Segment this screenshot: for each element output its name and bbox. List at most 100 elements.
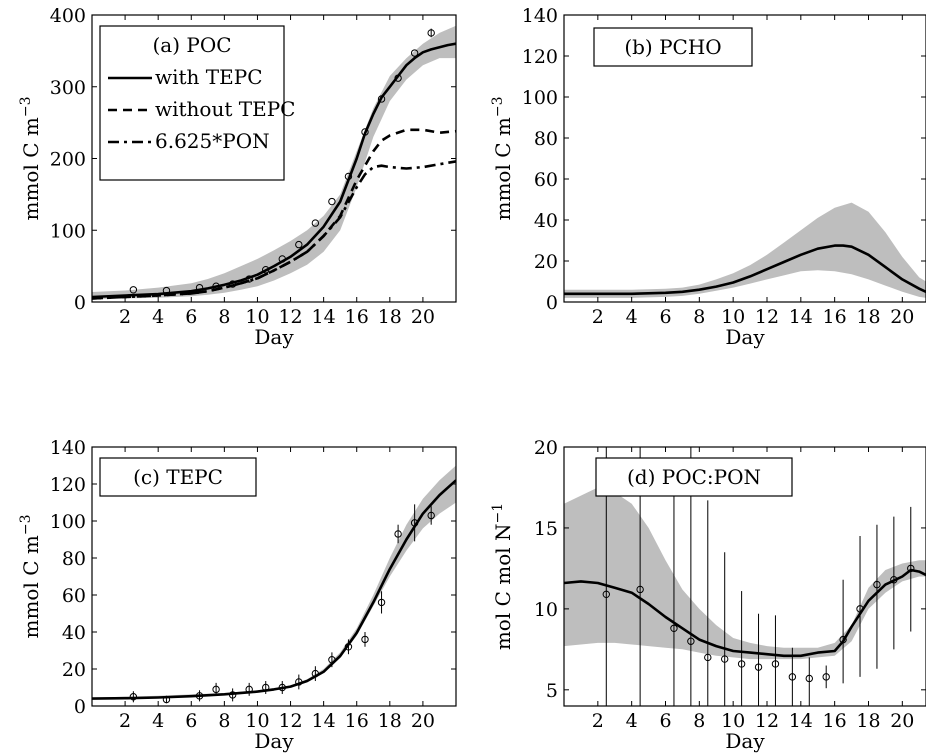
legend-title: (c) TEPC [133,465,223,489]
series-line-dashed [92,128,456,300]
panel-2: 2 4 6 8 10 12 14 16 18 20 0 20 40 60 80 100 120 140 Day mmo… [490,5,926,349]
x-tick-label: 10 [721,710,745,732]
x-tick-label: 12 [278,306,302,328]
x-tick-label: 20 [411,710,435,732]
y-axis-label-superscript: −3 [18,515,34,536]
observation-marker [788,673,797,681]
x-tick-label: 6 [185,710,197,732]
x-tick-label: 6 [659,306,671,328]
y-axis-label: mmol C m−3 [18,515,43,639]
series-line-solid [92,479,456,700]
uncertainty-band [564,202,926,298]
observation-marker [361,128,369,136]
x-axis-label: Day [254,729,294,753]
y-tick-label: 60 [62,585,86,607]
observation-marker [410,519,419,527]
series-line-solid [564,244,926,296]
observation-marker [212,282,220,290]
panel-3: 2 4 6 8 10 12 14 16 18 20 0 20 40 60 80 100 120 140 Day mmo… [18,437,457,753]
y-axis-label-text: mol C mol N [491,523,515,650]
x-tick-label: 6 [659,710,671,732]
observation-marker [162,695,171,704]
legend-box [593,27,753,67]
x-tick-label: 18 [856,710,880,732]
observation-marker [344,643,353,651]
x-tick-label: 8 [693,306,705,328]
x-tick-label: 10 [245,306,269,328]
observation-marker [228,280,237,288]
y-tick-label: 80 [62,548,86,570]
y-axis-label-text: mmol C m [19,117,43,220]
legend-title: (d) POC:PON [627,465,761,489]
x-tick-label: 2 [119,306,131,328]
observation-marker [873,580,881,589]
x-tick-label: 14 [789,710,813,732]
panel-4: 2 4 6 8 10 12 14 16 18 20 5 10 15 20 Day mol C mol N−1 (… [490,437,926,753]
x-tick-label: 8 [693,710,705,732]
observation-marker [394,530,402,538]
observation-marker [129,286,138,294]
observation-marker [262,266,270,274]
y-tick-label: 100 [522,87,558,109]
observation-marker [245,275,253,283]
y-tick-label: 100 [50,511,86,533]
x-tick-label: 8 [218,306,230,328]
observation-marker [890,576,898,584]
observation-marker [162,286,171,295]
observation-marker [228,691,237,699]
uncertainty-band [564,487,926,660]
x-tick-label: 2 [592,306,604,328]
y-axis-label-superscript: −3 [490,97,506,118]
axes-frame [563,446,926,707]
x-tick-label: 16 [823,710,847,732]
observation-marker [394,74,402,82]
y-tick-label: 200 [50,149,86,171]
observation-marker [839,635,847,644]
observation-marker [704,653,712,662]
x-axis-label: Day [725,325,765,349]
observation-marker [721,655,729,663]
observation-marker [907,564,915,573]
y-tick-label: 400 [50,5,86,27]
x-axis-label: Day [254,325,294,349]
observation-marker [295,240,303,249]
x-tick-label: 12 [755,306,779,328]
x-tick-label: 18 [856,306,880,328]
observation-marker [195,283,204,292]
observation-marker [805,674,813,683]
y-tick-label: 0 [74,696,86,718]
plot-area [564,487,926,660]
legend-title: (b) PCHO [624,35,721,59]
x-tick-label: 2 [592,710,604,732]
y-axis-label: mmol C m−3 [490,97,515,221]
observation-marker [361,635,369,644]
plot-area [92,465,456,700]
observation-marker [129,693,138,701]
observation-marker [771,660,780,668]
x-tick-label: 16 [823,306,847,328]
x-tick-label: 16 [345,306,369,328]
y-tick-label: 80 [534,128,558,150]
observation-marker [410,49,419,57]
y-tick-label: 0 [546,292,558,314]
axes-frame [563,14,926,303]
x-tick-label: 14 [312,710,336,732]
axes-frame [91,446,457,707]
y-axis-label-superscript: −1 [490,503,506,524]
observation-marker [212,685,220,694]
y-tick-label: 5 [546,680,558,702]
x-tick-label: 4 [152,306,164,328]
legend-entry-label: without TEPC [155,97,295,121]
y-tick-label: 40 [534,210,558,232]
legend: (d) POC:PON [595,457,793,497]
x-tick-label: 20 [890,306,914,328]
observation-marker [311,669,320,678]
x-tick-label: 14 [312,306,336,328]
y-tick-label: 140 [50,437,86,459]
y-axis-label-text: mmol C m [491,117,515,220]
y-tick-label: 140 [522,5,558,27]
observation-marker [344,172,353,181]
observation-marker [737,660,746,668]
x-tick-label: 12 [755,710,779,732]
